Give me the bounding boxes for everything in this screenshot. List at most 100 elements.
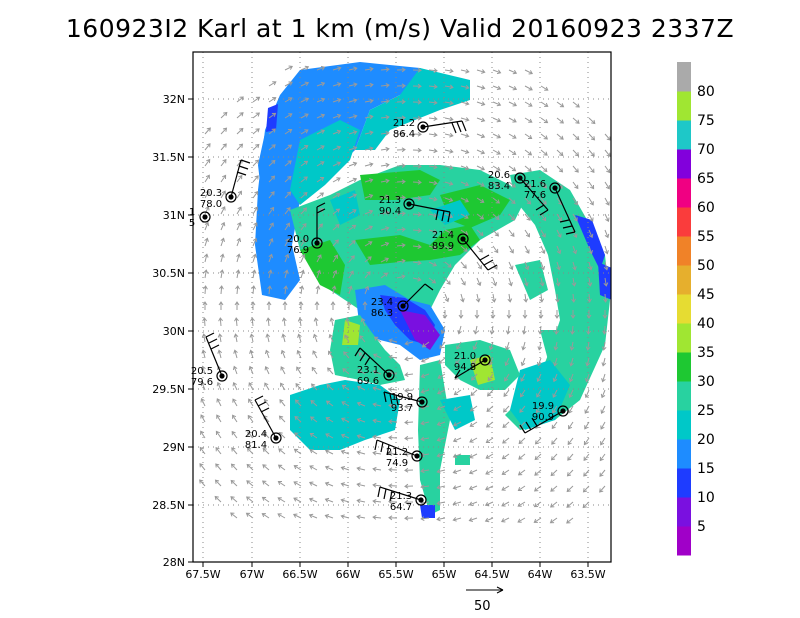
wind-vector-arrow — [420, 420, 430, 426]
wind-vector-arrow — [232, 414, 238, 423]
map-title: 160923I2 Karl at 1 km (m/s) Valid 201609… — [65, 14, 735, 43]
colorbar-swatch — [677, 323, 691, 353]
wind-vector-arrow — [356, 385, 366, 391]
wind-vector-arrow — [472, 341, 478, 351]
wind-vector-arrow — [583, 469, 590, 477]
wind-vector-arrow — [420, 389, 430, 394]
wind-vector-arrow — [252, 206, 258, 215]
wind-vector-arrow — [452, 469, 462, 474]
wind-vector-arrow — [343, 351, 350, 359]
wind-vector-arrow — [388, 451, 398, 457]
wind-vector-arrow — [505, 325, 511, 335]
wind-vector-arrow — [220, 158, 227, 167]
wind-vector-arrow — [508, 149, 517, 155]
wind-vector-arrow — [584, 389, 590, 399]
wind-vector-arrow — [444, 229, 454, 235]
wind-vector-arrow — [348, 114, 358, 119]
wind-vector-arrow — [572, 261, 577, 271]
wind-vector-arrow — [284, 81, 293, 87]
station-speed: 83.4 — [488, 181, 510, 192]
wind-vector-arrow — [248, 365, 254, 375]
wind-vector-arrow — [316, 129, 326, 135]
wind-vector-arrow — [568, 373, 574, 383]
wind-vector-arrow — [507, 293, 513, 303]
wind-vector-arrow — [300, 192, 308, 199]
wind-vector-arrow — [505, 341, 510, 351]
wind-vector-arrow — [203, 285, 208, 295]
wind-vector-arrow — [359, 335, 366, 343]
wind-vector-arrow — [444, 277, 451, 285]
wind-vector-arrow — [572, 101, 580, 108]
station-speed: 21.4 — [432, 230, 454, 241]
wind-vector-arrow — [492, 181, 501, 187]
wind-vector-arrow — [476, 149, 486, 155]
wind-vector-arrow — [265, 333, 271, 343]
station-rh: 77.6 — [524, 190, 546, 201]
wind-vector-arrow — [600, 437, 606, 446]
wind-vector-arrow — [604, 213, 610, 223]
wind-vector-arrow — [452, 501, 462, 506]
wind-vector-arrow — [396, 131, 406, 137]
wind-vector-arrow — [300, 238, 306, 247]
colorbar-label: 40 — [697, 316, 715, 332]
wind-vector-arrow — [388, 467, 398, 473]
wind-vector-arrow — [346, 301, 352, 310]
wind-vector-arrow — [404, 515, 414, 521]
wind-vector-arrow — [556, 149, 564, 157]
wind-vector-arrow — [294, 432, 302, 439]
wind-vector-arrow — [329, 317, 335, 327]
wind-vector-arrow — [300, 145, 309, 151]
colorbar-swatch — [677, 381, 691, 411]
wind-vector-arrow — [587, 261, 593, 271]
station-rh: 93.7 — [391, 403, 413, 414]
wind-vector-arrow — [300, 129, 309, 135]
wind-vector-arrow — [571, 293, 576, 303]
colorbar-swatch — [677, 265, 691, 295]
station-speed: 20.5 — [191, 366, 213, 377]
wind-vector-arrow — [332, 129, 342, 135]
wind-vector-arrow — [572, 229, 578, 238]
wind-vector-arrow — [524, 229, 530, 238]
wind-vector-arrow — [268, 112, 277, 119]
wind-vector-arrow — [214, 479, 222, 487]
wind-vector-arrow — [297, 333, 302, 343]
wind-vector-arrow — [316, 113, 326, 119]
wind-vector-arrow — [364, 162, 374, 167]
wind-vector-arrow — [372, 369, 382, 375]
wind-vector-arrow — [603, 261, 609, 271]
wind-vector-arrow — [524, 165, 532, 172]
wind-vector-arrow — [348, 224, 357, 231]
wind-vector-arrow — [472, 357, 478, 366]
wind-vector-arrow — [330, 301, 336, 310]
wind-vector-arrow — [388, 338, 398, 344]
wind-vector-arrow — [468, 501, 478, 507]
wind-vector-arrow — [204, 174, 210, 183]
wind-vector-arrow — [460, 117, 470, 122]
lon-label: 65W — [432, 568, 457, 581]
wind-vector-arrow — [300, 207, 307, 215]
wind-vector-arrow — [348, 240, 356, 247]
wind-vector-arrow — [220, 237, 225, 247]
wind-vector-arrow — [588, 117, 596, 125]
wind-vector-arrow — [585, 341, 591, 351]
wind-vector-arrow — [236, 174, 243, 183]
wind-vector-arrow — [420, 516, 430, 522]
wind-vector-arrow — [492, 133, 502, 139]
colorbar-swatch — [677, 497, 691, 527]
wind-vector-arrow — [550, 485, 558, 492]
wind-vector-arrow — [540, 245, 546, 255]
wind-vector-arrow — [316, 145, 325, 151]
wind-vector-arrow — [326, 383, 334, 391]
wind-vector-arrow — [341, 384, 350, 391]
wind-vector-arrow — [485, 437, 494, 443]
wind-vector-arrow — [603, 277, 609, 287]
colorbar-label: 5 — [697, 519, 706, 535]
wind-vector-arrow — [588, 149, 595, 157]
station-speed: 21.0 — [454, 351, 476, 362]
wind-vector-arrow — [540, 133, 549, 140]
wind-vector-arrow — [324, 465, 334, 471]
wind-vector-arrow — [332, 193, 341, 199]
wind-vector-arrow — [599, 453, 606, 462]
wind-vector-arrow — [566, 517, 574, 524]
lat-label: 28.5N — [152, 499, 185, 512]
